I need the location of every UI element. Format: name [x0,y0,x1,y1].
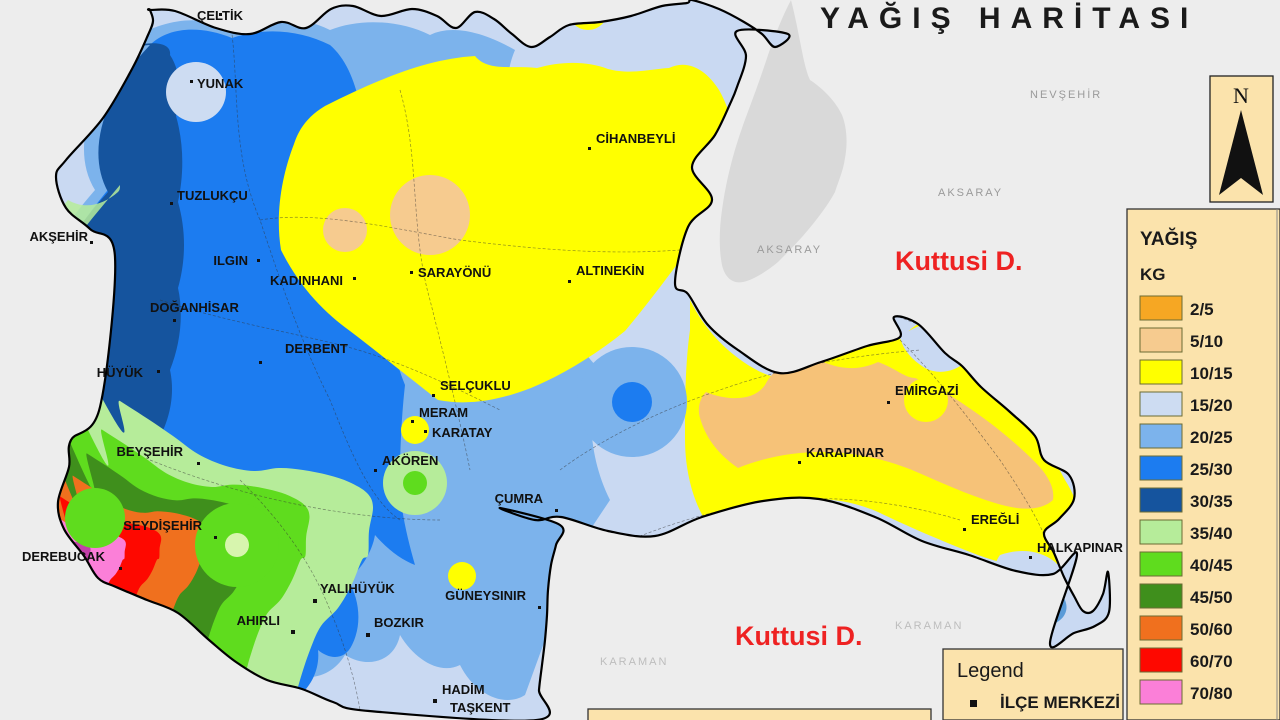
svg-text:10/15: 10/15 [1190,364,1233,383]
svg-text:AKSARAY: AKSARAY [757,244,822,256]
svg-text:ILGIN: ILGIN [213,253,248,268]
svg-text:Kuttusi D.: Kuttusi D. [895,246,1023,276]
svg-text:2/5: 2/5 [1190,300,1214,319]
svg-text:DERBENT: DERBENT [285,341,348,356]
svg-text:DEREBUCAK: DEREBUCAK [22,549,106,564]
svg-text:HALKAPINAR: HALKAPINAR [1037,540,1124,555]
svg-text:HÜYÜK: HÜYÜK [97,365,144,380]
svg-text:AKŞEHİR: AKŞEHİR [29,229,88,244]
svg-text:GÜNEYSINIR: GÜNEYSINIR [445,588,527,603]
svg-text:AKSARAY: AKSARAY [938,187,1003,199]
svg-text:30/35: 30/35 [1190,492,1233,511]
svg-text:TUZLUKÇU: TUZLUKÇU [177,188,248,203]
svg-text:BEYŞEHİR: BEYŞEHİR [117,444,184,459]
svg-text:EREĞLİ: EREĞLİ [971,512,1019,527]
svg-text:45/50: 45/50 [1190,588,1233,607]
svg-text:HADİM: HADİM [442,682,485,697]
svg-text:YUNAK: YUNAK [197,76,244,91]
svg-text:40/45: 40/45 [1190,556,1233,575]
svg-text:KARATAY: KARATAY [432,425,493,440]
svg-text:SEYDİŞEHİR: SEYDİŞEHİR [123,518,202,533]
svg-text:AKÖREN: AKÖREN [382,453,438,468]
svg-text:60/70: 60/70 [1190,652,1233,671]
svg-text:KADINHANI: KADINHANI [270,273,343,288]
svg-text:KARAMAN: KARAMAN [600,656,668,668]
svg-text:CİHANBEYLİ: CİHANBEYLİ [596,131,675,146]
svg-text:KARAPINAR: KARAPINAR [806,445,885,460]
svg-text:SELÇUKLU: SELÇUKLU [440,378,511,393]
svg-text:BOZKIR: BOZKIR [374,615,424,630]
svg-text:YAĞIŞ: YAĞIŞ [1140,228,1197,250]
svg-text:DOĞANHİSAR: DOĞANHİSAR [150,300,239,315]
svg-text:5/10: 5/10 [1190,332,1223,351]
svg-text:20/25: 20/25 [1190,428,1233,447]
svg-text:15/20: 15/20 [1190,396,1233,415]
svg-text:NEVŞEHİR: NEVŞEHİR [1030,88,1102,101]
svg-text:ALTINEKİN: ALTINEKİN [576,263,644,278]
svg-text:50/60: 50/60 [1190,620,1233,639]
svg-text:ÇELTİK: ÇELTİK [197,8,244,23]
svg-text:SARAYÖNÜ: SARAYÖNÜ [418,265,491,280]
svg-text:TAŞKENT: TAŞKENT [450,700,510,715]
svg-text:YAĞIŞ HARİTASI: YAĞIŞ HARİTASI [820,1,1198,35]
svg-text:AHIRLI: AHIRLI [237,613,280,628]
svg-text:EMİRGAZİ: EMİRGAZİ [895,383,959,398]
svg-text:35/40: 35/40 [1190,524,1233,543]
svg-text:70/80: 70/80 [1190,684,1233,703]
svg-text:YALIHÜYÜK: YALIHÜYÜK [320,581,395,596]
svg-text:Kuttusi D.: Kuttusi D. [735,621,863,651]
svg-text:MERAM: MERAM [419,405,468,420]
svg-text:ÇUMRA: ÇUMRA [495,491,544,506]
svg-text:İLÇE MERKEZİ: İLÇE MERKEZİ [1000,693,1120,712]
svg-text:Legend: Legend [957,660,1024,682]
svg-text:N: N [1233,83,1249,108]
svg-text:KG: KG [1140,265,1166,284]
svg-text:KARAMAN: KARAMAN [895,620,963,632]
svg-text:25/30: 25/30 [1190,460,1233,479]
